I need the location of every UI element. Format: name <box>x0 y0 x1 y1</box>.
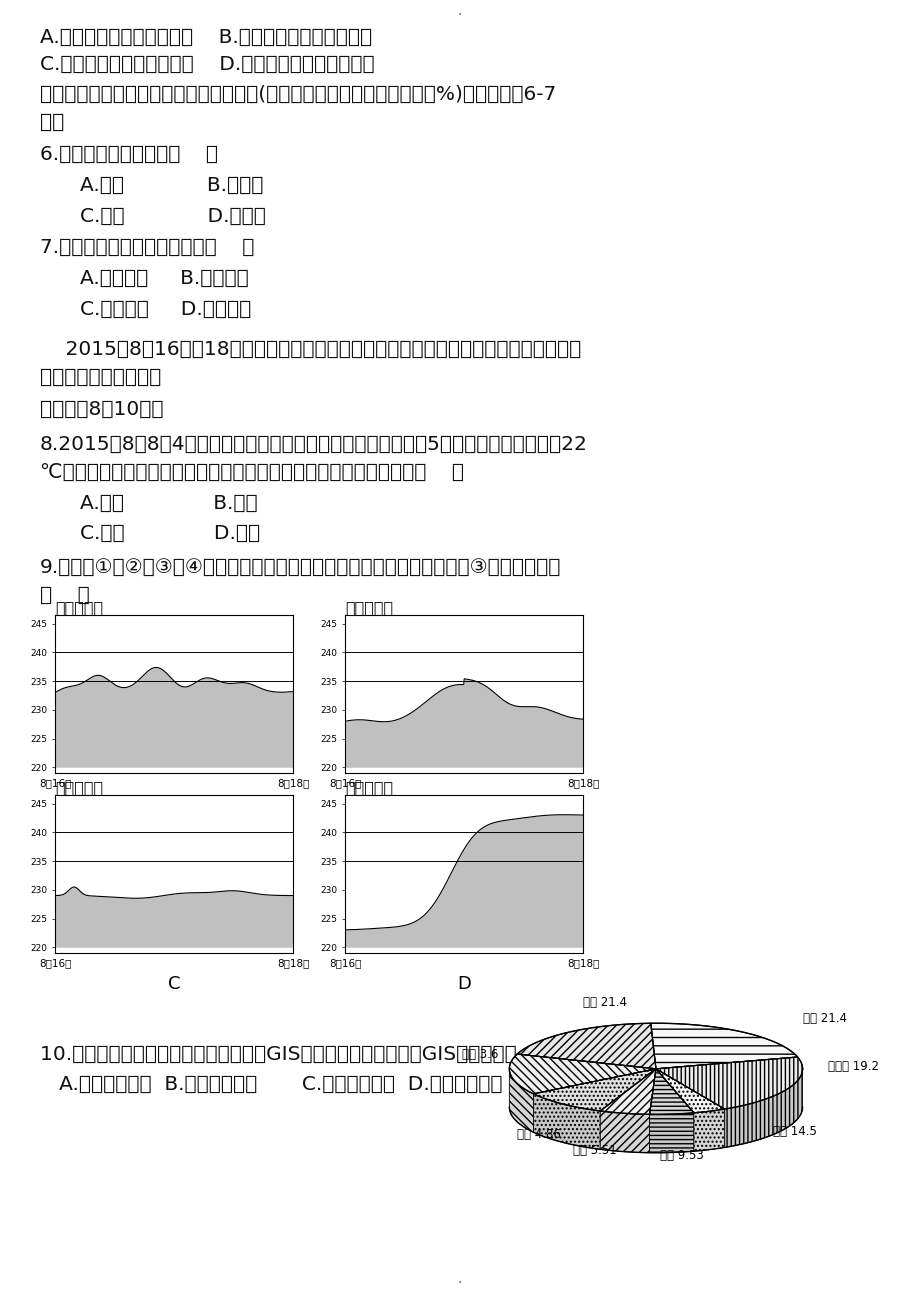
Polygon shape <box>693 1109 724 1151</box>
Polygon shape <box>516 1023 655 1069</box>
Text: 云南 3.6: 云南 3.6 <box>461 1048 498 1061</box>
Text: A.提高工业生产的整体成本    B.工业生产由分散走向集中: A.提高工业生产的整体成本 B.工业生产由分散走向集中 <box>40 29 371 47</box>
Text: 青海 9.53: 青海 9.53 <box>660 1148 703 1161</box>
Text: 10.水位变化过程预测曲线图主要是借助GIS技术绘制的，这体现了GIS的功能是（    ）: 10.水位变化过程预测曲线图主要是借助GIS技术绘制的，这体现了GIS的功能是（… <box>40 1046 554 1064</box>
Polygon shape <box>655 1057 801 1109</box>
Polygon shape <box>599 1069 655 1115</box>
Polygon shape <box>724 1069 801 1147</box>
Text: 其他 21.4: 其他 21.4 <box>582 996 626 1009</box>
Text: （    ）: （ ） <box>40 586 90 605</box>
Text: D: D <box>457 975 471 993</box>
Text: 2015年8月16日～18日，四川省东北地区遭遇强降雨，达州、广安、广元、南充、巴中: 2015年8月16日～18日，四川省东北地区遭遇强降雨，达州、广安、广元、南充、… <box>40 340 581 359</box>
Polygon shape <box>533 1094 599 1150</box>
Text: 题。: 题。 <box>40 113 64 132</box>
Text: ·: · <box>458 1276 461 1290</box>
Text: B: B <box>458 796 470 812</box>
Text: 甘肃 4.86: 甘肃 4.86 <box>516 1129 560 1142</box>
Polygon shape <box>649 1113 693 1152</box>
Text: C.南充              D.达州: C.南充 D.达州 <box>80 523 260 543</box>
Text: ℃以下的始日划分为秋季开始。下列四城市中秋季开始最早的可能是（    ）: ℃以下的始日划分为秋季开始。下列四城市中秋季开始最早的可能是（ ） <box>40 464 463 482</box>
Text: A.草地             B.落叶林: A.草地 B.落叶林 <box>80 176 263 195</box>
Text: C: C <box>167 975 180 993</box>
Text: ·: · <box>458 8 461 22</box>
Text: 等城市遭受洪涝灾害。: 等城市遭受洪涝灾害。 <box>40 368 161 387</box>
Text: 6.该植被类型最可能是（    ）: 6.该植被类型最可能是（ ） <box>40 145 218 164</box>
Text: A.位置确定功能  B.信息获取功能       C.查询检索功能  D.模拟分析功能: A.位置确定功能 B.信息获取功能 C.查询检索功能 D.模拟分析功能 <box>40 1075 502 1094</box>
Text: 西藏 21.4: 西藏 21.4 <box>801 1012 845 1025</box>
Text: C.地表形态     D.人类活动: C.地表形态 D.人类活动 <box>80 299 251 319</box>
Text: A: A <box>167 796 180 812</box>
Text: A.重庆              B.陇南: A.重庆 B.陇南 <box>80 493 257 513</box>
Text: 水位（米）: 水位（米） <box>55 600 103 615</box>
Polygon shape <box>509 1070 533 1133</box>
Text: 读图完成8～10题。: 读图完成8～10题。 <box>40 400 164 419</box>
Text: 7.该植被的类型和产量取决于（    ）: 7.该植被的类型和产量取决于（ ） <box>40 238 254 256</box>
Text: 水位（米）: 水位（米） <box>345 600 392 615</box>
Text: 8.2015年8月8日4时为立秋时分，气候学上，常以立秋之后连续5天的日平均气温稳定在22: 8.2015年8月8日4时为立秋时分，气候学上，常以立秋之后连续5天的日平均气温… <box>40 435 587 454</box>
Text: 水位（米）: 水位（米） <box>55 780 103 796</box>
Text: 四川 5.51: 四川 5.51 <box>572 1144 616 1157</box>
Polygon shape <box>599 1111 649 1152</box>
Text: 水位（米）: 水位（米） <box>345 780 392 796</box>
Text: 新疆 14.5: 新疆 14.5 <box>773 1125 816 1138</box>
Polygon shape <box>533 1069 655 1111</box>
Text: 下图为某种植被类型在我国的主要分布图(数字为面积占全国比重，单位：%)。读图完成6-7: 下图为某种植被类型在我国的主要分布图(数字为面积占全国比重，单位：%)。读图完成… <box>40 85 556 104</box>
Polygon shape <box>650 1023 797 1069</box>
Text: 9.下图为①、②、③、④地相应的水位变化过程预测曲线图，其中最可能与③地相吻合的是: 9.下图为①、②、③、④地相应的水位变化过程预测曲线图，其中最可能与③地相吻合的… <box>40 559 561 577</box>
Polygon shape <box>649 1069 693 1115</box>
Text: A.气温高低     B.降水多少: A.气温高低 B.降水多少 <box>80 270 248 288</box>
Text: C.荒漠             D.阔叶林: C.荒漠 D.阔叶林 <box>80 207 266 227</box>
Text: 内蒙古 19.2: 内蒙古 19.2 <box>827 1060 879 1073</box>
Text: C.可实现工业的个性化生产    D.扩大传统制造业生产规模: C.可实现工业的个性化生产 D.扩大传统制造业生产规模 <box>40 55 374 74</box>
Polygon shape <box>655 1069 724 1113</box>
Polygon shape <box>509 1055 655 1094</box>
